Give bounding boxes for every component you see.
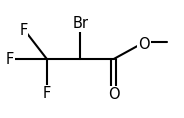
Text: O: O xyxy=(138,37,150,52)
Text: F: F xyxy=(19,23,28,38)
Text: O: O xyxy=(108,87,120,102)
Text: F: F xyxy=(6,51,14,67)
Text: Br: Br xyxy=(72,16,88,31)
Text: F: F xyxy=(43,86,51,101)
